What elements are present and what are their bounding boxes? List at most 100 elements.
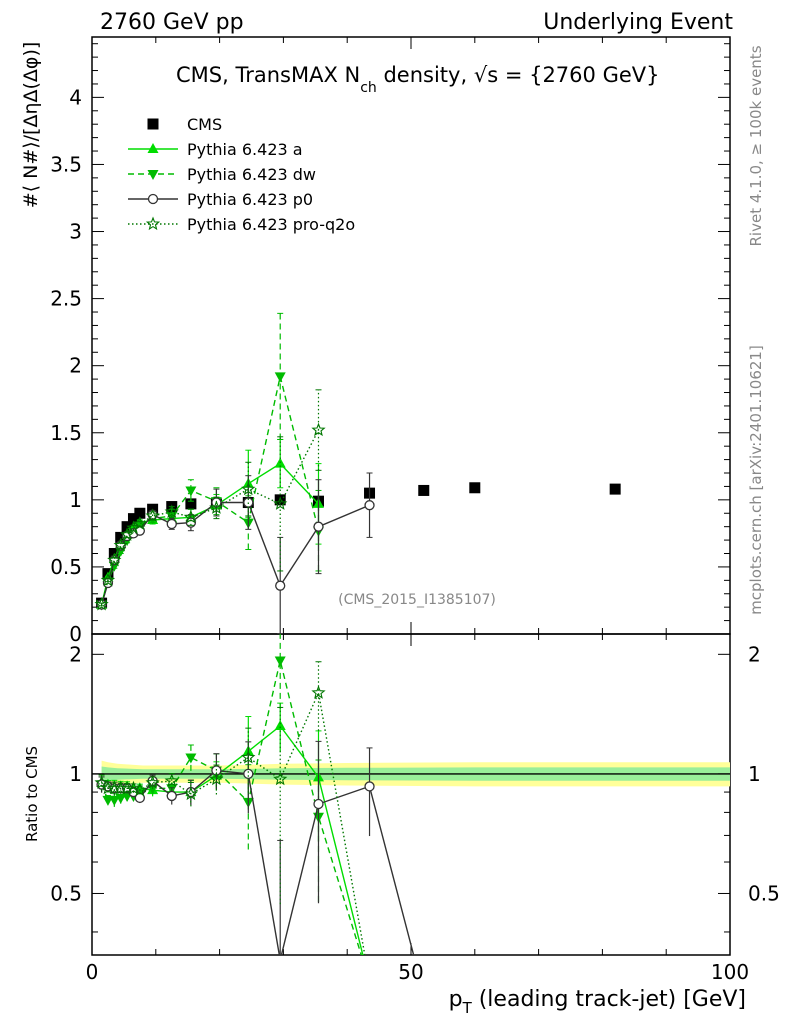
ratio-point-pythia-6-423-pro-q2o xyxy=(241,750,256,764)
data-point-pythia-6-423-dw xyxy=(185,486,197,497)
y-tick-label-top: 2.5 xyxy=(50,287,82,311)
legend-label-pythia-6-423-pro-q2o: Pythia 6.423 pro-q2o xyxy=(187,215,355,234)
ratio-point-pythia-6-423-pro-q2o xyxy=(132,782,148,797)
legend-label-pythia-6-423-dw: Pythia 6.423 dw xyxy=(187,165,316,184)
ratio-point-pythia-6-423-a xyxy=(274,719,286,730)
data-point-cms xyxy=(469,482,481,494)
ratio-point-pythia-6-423-dw xyxy=(274,656,286,667)
data-point-pythia-6-423-pro-q2o xyxy=(113,537,128,552)
ratio-line-pythia-6-423-p0 xyxy=(101,769,415,955)
x-tick-label: 50 xyxy=(398,960,423,984)
data-point-pythia-6-423-pro-q2o xyxy=(164,504,179,519)
data-point-cms xyxy=(115,531,127,543)
main-series-layer xyxy=(94,312,621,634)
data-point-pythia-6-423-p0 xyxy=(166,518,177,530)
legend-label-cms: CMS xyxy=(187,115,222,134)
data-point-cms xyxy=(134,507,146,519)
x-label-main: p xyxy=(449,987,463,1012)
legend-marker-pythia-6-423-pro-q2o xyxy=(145,216,161,231)
data-point-cms xyxy=(127,513,139,525)
y-tick-label-top: 2 xyxy=(69,354,82,378)
y-tick-label-ratio-left: 1 xyxy=(69,762,82,786)
ratio-point-pythia-6-423-dw xyxy=(115,793,127,804)
ratio-point-pythia-6-423-pro-q2o xyxy=(145,775,160,789)
data-point-pythia-6-423-pro-q2o xyxy=(107,552,122,567)
y-tick-label-ratio-right: 2 xyxy=(748,642,761,666)
data-point-pythia-6-423-pro-q2o xyxy=(145,508,160,523)
data-point-pythia-6-423-pro-q2o xyxy=(100,572,116,587)
data-point-pythia-6-423-p0 xyxy=(364,500,375,511)
data-point-pythia-6-423-pro-q2o xyxy=(209,500,224,514)
y-tick-label-top: 3 xyxy=(69,220,82,244)
ratio-line-pythia-6-423-pro-q2o xyxy=(101,690,366,955)
data-point-cms xyxy=(274,494,286,506)
data-point-pythia-6-423-pro-q2o xyxy=(119,527,135,541)
y-tick-label-ratio-right: 0.5 xyxy=(748,881,780,905)
ratio-point-pythia-6-423-p0 xyxy=(313,798,324,810)
data-point-pythia-6-423-pro-q2o xyxy=(311,422,326,437)
data-point-pythia-6-423-dw xyxy=(274,372,286,383)
ratio-point-pythia-6-423-pro-q2o xyxy=(209,771,224,786)
data-point-pythia-6-423-p0 xyxy=(275,580,286,591)
data-point-pythia-6-423-p0 xyxy=(313,521,324,532)
axis-ticks: 0 50 100 0 0.5 1 1.5 2 2.5 3 3.5 4 0.5 0.5 1 1 2 2 xyxy=(50,37,780,984)
ratio-point-pythia-6-423-pro-q2o xyxy=(311,685,326,699)
data-point-pythia-6-423-pro-q2o xyxy=(126,520,141,535)
ratio-point-pythia-6-423-pro-q2o xyxy=(183,786,199,801)
header-right: Underlying Event xyxy=(543,10,733,35)
legend-marker-pythia-6-423-a xyxy=(147,143,159,153)
data-point-cms xyxy=(418,484,430,496)
data-point-pythia-6-423-pro-q2o xyxy=(132,516,148,531)
data-point-cms xyxy=(121,521,133,533)
ratio-point-pythia-6-423-p0 xyxy=(166,790,177,802)
x-tick-label: 0 xyxy=(86,960,99,984)
data-point-pythia-6-423-pro-q2o xyxy=(94,597,109,611)
side-text-top: Rivet 4.1.0, ≥ 100k events xyxy=(747,45,765,246)
data-point-cms xyxy=(185,498,197,510)
x-label-sub: T xyxy=(462,999,473,1017)
y-tick-label-top: 1.5 xyxy=(50,421,82,445)
side-text-bottom: mcplots.cern.ch [arXiv:2401.10621] xyxy=(747,345,765,615)
legend-label-pythia-6-423-p0: Pythia 6.423 p0 xyxy=(187,190,313,209)
title-prefix: CMS, TransMAX N xyxy=(176,63,360,87)
data-point-pythia-6-423-pro-q2o xyxy=(241,481,256,496)
ratio-point-pythia-6-423-dw xyxy=(108,795,120,806)
y-axis-label-bottom: Ratio to CMS xyxy=(23,746,41,842)
title-sub: ch xyxy=(360,80,377,96)
y-tick-label-top: 0.5 xyxy=(50,555,82,579)
data-point-pythia-6-423-pro-q2o xyxy=(183,509,199,524)
legend-label-pythia-6-423-a: Pythia 6.423 a xyxy=(187,140,303,159)
y-tick-label-top: 3.5 xyxy=(50,152,82,176)
data-point-pythia-6-423-pro-q2o xyxy=(273,496,288,510)
legend-marker-pythia-6-423-p0 xyxy=(147,193,159,205)
legend: CMS Pythia 6.423 a Pythia 6.423 dw Pythia 6… xyxy=(128,115,355,234)
y-tick-label-ratio-left: 2 xyxy=(69,642,82,666)
ratio-uncertainty-bands xyxy=(92,760,731,789)
x-axis-label: pT (leading track-jet) [GeV] xyxy=(449,987,746,1017)
header-left: 2760 GeV pp xyxy=(100,10,244,35)
ratio-point-pythia-6-423-pro-q2o xyxy=(94,775,109,789)
ratio-point-pythia-6-423-dw xyxy=(185,753,197,764)
chart-title: CMS, TransMAX Nch density, √s = {2760 Ge… xyxy=(176,63,660,96)
ratio-point-pythia-6-423-p0 xyxy=(364,781,375,792)
analysis-id: (CMS_2015_I1385107) xyxy=(338,592,496,608)
x-tick-label: 100 xyxy=(711,960,749,984)
ratio-point-pythia-6-423-p0 xyxy=(243,768,254,780)
ratio-series-layer xyxy=(94,634,415,955)
y-tick-label-top: 4 xyxy=(69,85,82,109)
series-line-pythia-6-423-dw xyxy=(100,376,320,605)
legend-marker-cms xyxy=(147,118,159,130)
y-tick-label-top: 1 xyxy=(69,488,82,512)
legend-marker-pythia-6-423-dw xyxy=(147,170,159,180)
title-suffix: density, √s = {2760 GeV} xyxy=(377,63,660,87)
x-label-rest: (leading track-jet) [GeV] xyxy=(472,987,746,1012)
y-tick-label-ratio-left: 0.5 xyxy=(50,881,82,905)
ratio-point-pythia-6-423-pro-q2o xyxy=(164,773,179,788)
data-point-cms xyxy=(609,483,621,495)
y-axis-label-top: #⟨ N#⟩/[ΔηΔ(Δφ)] xyxy=(20,42,42,209)
ratio-point-pythia-6-423-pro-q2o xyxy=(273,771,288,786)
y-tick-label-ratio-right: 1 xyxy=(748,762,761,786)
y-tick-label-top: 0 xyxy=(69,622,82,646)
